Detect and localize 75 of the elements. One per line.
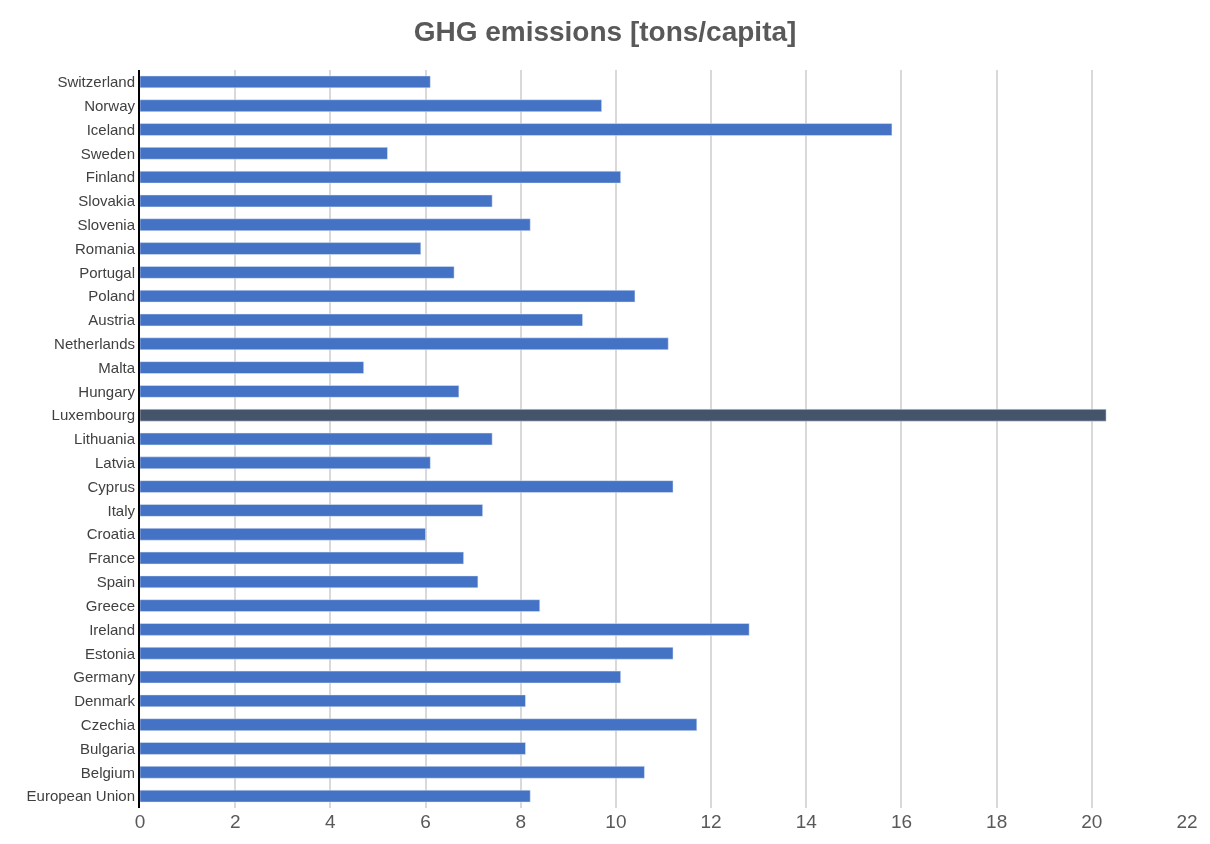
x-tick-label: 6 (420, 811, 431, 832)
y-tick-label: France (88, 549, 135, 567)
bar (140, 575, 479, 589)
y-tick-label: Malta (98, 358, 136, 376)
bar (140, 194, 493, 208)
x-tick-label: 18 (986, 811, 1008, 832)
y-tick-label: European Union (26, 787, 135, 805)
y-tick-label: Austria (88, 311, 136, 329)
y-tick-label: Hungary (78, 382, 136, 400)
x-tick-label: 22 (1176, 811, 1198, 832)
x-tick-label: 16 (890, 811, 913, 832)
y-tick-label: Romania (74, 239, 136, 257)
y-tick-label: Poland (88, 287, 135, 305)
x-tick-label: 14 (795, 811, 818, 832)
bar (140, 528, 426, 541)
bar (140, 289, 636, 303)
bar (140, 99, 602, 112)
bar (140, 147, 388, 160)
bar (140, 361, 364, 374)
y-tick-label: Croatia (86, 525, 136, 543)
bar (140, 432, 493, 446)
bar (140, 408, 1107, 422)
bar (140, 123, 893, 136)
bar (140, 789, 531, 803)
bar (140, 266, 455, 279)
bar (140, 456, 431, 470)
y-tick-label: Denmark (74, 692, 136, 710)
y-tick-label: Sweden (80, 144, 135, 162)
y-tick-label: Netherlands (54, 335, 135, 353)
y-tick-label: Italy (107, 501, 136, 519)
y-tick-label: Slovakia (78, 192, 136, 210)
y-tick-label: Switzerland (57, 73, 135, 91)
y-tick-label: Bulgaria (79, 739, 136, 757)
y-tick-label: Slovenia (77, 215, 136, 233)
y-tick-label: Germany (73, 668, 136, 686)
x-tick-label: 8 (515, 811, 527, 832)
y-tick-label: Czechia (80, 715, 136, 733)
bar (140, 718, 698, 731)
bar (140, 337, 669, 350)
y-tick-label: Spain (96, 573, 135, 591)
y-tick-label: Belgium (80, 763, 135, 781)
y-tick-label: Finland (85, 168, 135, 186)
bar (140, 313, 583, 327)
y-tick-label: Luxembourg (51, 406, 135, 424)
y-tick-label: Lithuania (74, 430, 136, 448)
y-tick-label: Cyprus (87, 477, 135, 495)
x-tick-label: 0 (134, 811, 146, 832)
y-tick-label: Latvia (94, 454, 136, 472)
x-tick-label: 20 (1081, 811, 1103, 832)
bar (140, 647, 674, 660)
bar (140, 218, 531, 231)
bar (140, 599, 541, 612)
y-tick-label: Portugal (79, 263, 135, 281)
bar (140, 385, 460, 398)
bar (140, 170, 621, 184)
y-tick-label: Estonia (84, 644, 136, 662)
bar (140, 623, 750, 636)
x-tick-label: 4 (325, 811, 337, 832)
chart-title: GHG emissions [tons/capita] (413, 15, 797, 47)
x-tick-label: 12 (700, 811, 722, 832)
bar (140, 242, 422, 255)
bar (140, 75, 431, 89)
y-tick-label: Greece (85, 596, 135, 614)
x-tick-label: 10 (605, 811, 627, 832)
x-tick-label: 2 (229, 811, 241, 832)
bar (140, 694, 526, 708)
y-tick-label: Norway (84, 96, 136, 114)
y-tick-label: Iceland (86, 120, 135, 138)
y-tick-label: Ireland (89, 620, 135, 638)
bar (140, 480, 674, 493)
bar (140, 551, 464, 565)
bar (140, 766, 645, 779)
bar (140, 670, 621, 684)
bar (140, 504, 483, 517)
bar (140, 742, 526, 755)
